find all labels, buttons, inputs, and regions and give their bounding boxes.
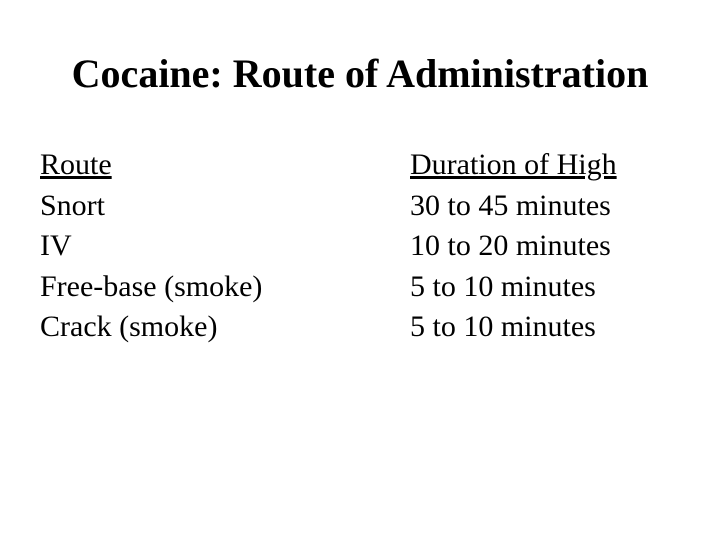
- page-title: Cocaine: Route of Administration: [40, 50, 680, 97]
- column-route: Route Snort IV Free-base (smoke) Crack (…: [40, 145, 410, 348]
- table-cell: Crack (smoke): [40, 307, 410, 348]
- table-cell: 5 to 10 minutes: [410, 267, 680, 308]
- table-container: Route Snort IV Free-base (smoke) Crack (…: [40, 145, 680, 348]
- table-cell: Snort: [40, 186, 410, 227]
- table-cell: 30 to 45 minutes: [410, 186, 680, 227]
- table-cell: 5 to 10 minutes: [410, 307, 680, 348]
- table-cell: Free-base (smoke): [40, 267, 410, 308]
- column-duration: Duration of High 30 to 45 minutes 10 to …: [410, 145, 680, 348]
- column-header-duration: Duration of High: [410, 145, 680, 186]
- table-cell: IV: [40, 226, 410, 267]
- table-cell: 10 to 20 minutes: [410, 226, 680, 267]
- column-header-route: Route: [40, 145, 410, 186]
